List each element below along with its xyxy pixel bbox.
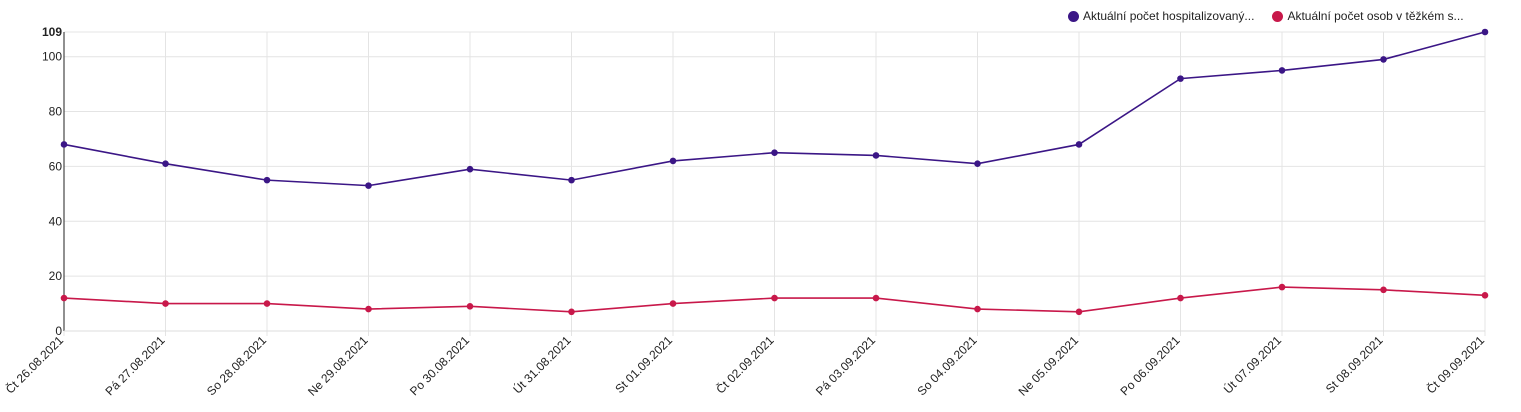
series-0-point [872,152,880,159]
series-0-point [466,165,474,173]
y-tick-label: 20 [49,269,63,283]
series-0-point [771,149,778,156]
x-tick-label: Pá 27.08.2021 [103,333,168,398]
legend-item-hospitalized[interactable]: Aktuální počet hospitalizovaný... [1068,9,1254,23]
y-tick-label: 109 [42,25,62,39]
series-0-point [60,141,68,148]
series-1-point [263,300,271,307]
legend: Aktuální počet hospitalizovaný... Aktuál… [1068,9,1482,23]
series-1-point [1177,294,1184,302]
series-0-point [1177,75,1184,82]
series-1-point [568,308,575,316]
series-0-point [1380,56,1387,63]
series-1-point [1278,283,1286,291]
x-tick-label: Po 06.09.2021 [1118,333,1183,398]
x-tick-label: Ne 05.09.2021 [1016,333,1082,399]
x-tick-label: St 01.09.2021 [612,333,675,396]
x-tick-label: Po 30.08.2021 [407,333,472,398]
x-tick-label: So 04.09.2021 [915,333,980,398]
y-tick-label: 100 [42,50,62,64]
series-1-point [669,300,677,307]
series-1-point [365,305,372,313]
series-1-point [771,294,778,302]
y-tick-label: 0 [55,324,62,338]
series-1-point [162,300,169,307]
series-0-point [568,176,575,184]
x-tick-label: Čt 26.08.2021 [2,332,66,396]
y-tick-label: 40 [49,214,63,228]
legend-label-hospitalized: Aktuální počet hospitalizovaný... [1083,9,1255,23]
series-0-point [162,160,169,167]
series-1-point [1075,308,1083,316]
legend-swatch-hospitalized [1068,10,1079,22]
x-tick-label: St 08.09.2021 [1323,333,1386,396]
x-tick-label: Čt 02.09.2021 [713,332,777,396]
legend-item-severe[interactable]: Aktuální počet osob v těžkém s... [1272,9,1464,23]
series-1-point [60,294,68,302]
x-tick-label: Út 31.08.2021 [510,332,574,396]
y-tick-label: 60 [49,159,63,173]
legend-swatch-severe [1272,10,1284,22]
series-1-point [974,305,981,313]
y-tick-label: 80 [49,105,63,119]
series-0-point [669,157,677,165]
series-1-point [1380,286,1387,294]
x-tick-label: Út 07.09.2021 [1220,332,1284,396]
x-tick-label: Pá 03.09.2021 [813,333,878,398]
series-1-point [466,303,474,310]
series-1-point [1481,292,1489,299]
series-0-point [365,182,372,189]
series-1-point [872,294,880,302]
x-tick-label: Čt 09.09.2021 [1423,332,1487,396]
series-0-point [974,160,981,167]
series-0-point [1278,67,1286,74]
series-0-point [1481,28,1489,36]
x-tick-label: Ne 29.08.2021 [305,333,371,399]
series-0-point [1075,141,1083,148]
x-tick-label: So 28.08.2021 [204,333,269,398]
series-0-point [263,176,271,184]
legend-label-severe: Aktuální počet osob v těžkém s... [1287,9,1464,23]
